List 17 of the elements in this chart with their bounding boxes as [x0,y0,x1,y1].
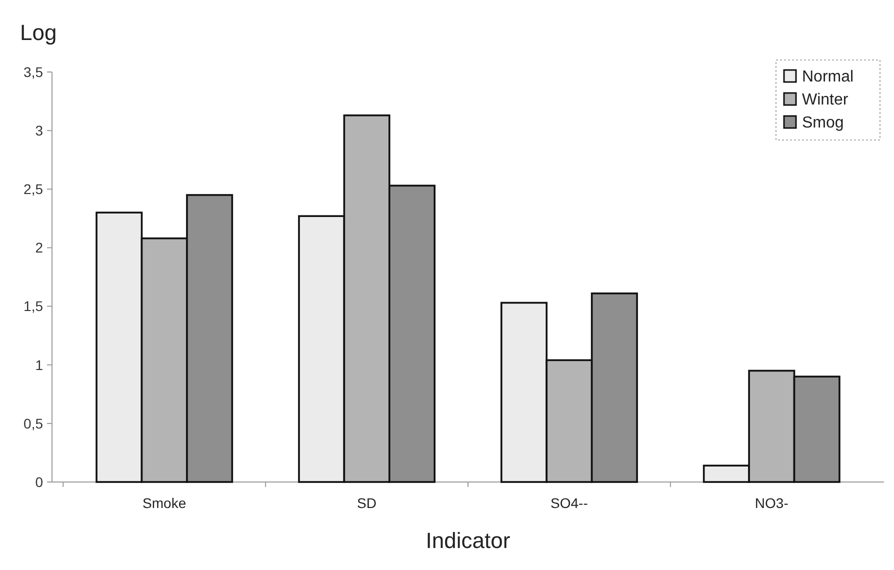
x-tick-label: SD [357,495,377,511]
y-tick-label: 2 [35,240,44,256]
y-axis-title: Log [20,20,57,45]
y-tick-label: 1 [35,356,44,373]
y-tick-label: 3,5 [24,64,44,80]
y-tick-label: 1,5 [24,298,44,314]
legend-label: Normal [802,68,854,86]
y-tick-label: 0,5 [24,415,44,432]
legend-label: Winter [802,92,849,109]
y-tick-label: 3 [35,122,44,138]
x-tick-label: Smoke [142,495,186,511]
y-tick-label: 0 [35,474,44,490]
legend-label: Smog [802,114,844,132]
y-tick-label: 2,5 [24,181,44,198]
x-tick-label: NO3- [754,495,789,511]
x-axis-title: Indicator [426,528,510,553]
x-tick-label: SO4-- [550,495,588,511]
